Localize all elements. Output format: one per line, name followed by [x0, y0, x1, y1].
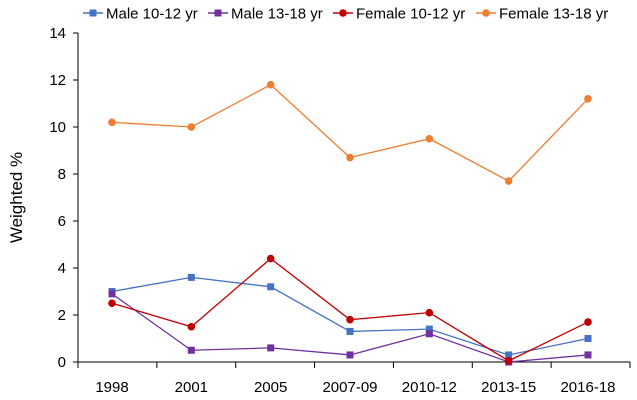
data-point — [425, 325, 433, 333]
y-tick-label: 0 — [58, 354, 66, 371]
data-point — [346, 327, 354, 335]
x-tick-label: 2005 — [254, 379, 287, 396]
data-point — [267, 344, 275, 352]
data-point — [425, 308, 434, 317]
y-axis-title: Weighted % — [7, 152, 26, 243]
legend-label: Male 13-18 yr — [231, 6, 323, 23]
data-point — [267, 283, 275, 291]
data-point — [346, 351, 354, 359]
y-tick-label: 8 — [58, 166, 66, 183]
data-point — [584, 351, 592, 359]
data-point — [187, 273, 195, 281]
legend-entry: Female 13-18 yr — [476, 6, 608, 23]
y-tick-label: 4 — [58, 260, 66, 277]
data-point — [187, 346, 195, 354]
data-point — [108, 118, 116, 127]
data-point — [584, 95, 592, 103]
data-point — [504, 177, 513, 185]
legend-label: Female 13-18 yr — [499, 6, 608, 23]
data-point — [505, 351, 513, 359]
legend-entry: Female 10-12 yr — [333, 6, 465, 23]
data-point — [346, 315, 354, 324]
data-point — [187, 123, 196, 131]
y-tick-label: 2 — [58, 307, 66, 324]
x-tick-label: 2010-12 — [402, 379, 457, 396]
data-point — [425, 330, 433, 338]
data-point — [425, 134, 434, 143]
y-tick-label: 10 — [49, 119, 66, 136]
series-female-13-18-yr — [108, 80, 592, 185]
series-male-13-18-yr — [108, 290, 592, 366]
data-point — [108, 299, 116, 308]
legend-marker — [482, 9, 490, 17]
data-point — [187, 322, 196, 331]
legend: Male 10-12 yr Male 13-18 yr Female 10-12 y… — [83, 6, 608, 23]
y-tick-label: 6 — [58, 213, 66, 230]
data-point — [504, 357, 513, 365]
x-tick-label: 2013-15 — [481, 379, 536, 396]
legend-marker — [89, 9, 97, 17]
data-point — [584, 318, 592, 326]
legend-label: Male 10-12 yr — [106, 6, 198, 23]
data-point — [346, 153, 354, 162]
data-point — [584, 335, 592, 342]
series-female-10-12-yr — [108, 254, 592, 365]
x-tick-label: 2001 — [175, 379, 208, 396]
legend-marker — [214, 9, 222, 17]
data-point — [266, 254, 275, 263]
data-point — [108, 290, 116, 298]
x-tick-label: 1998 — [95, 379, 128, 396]
series-line — [111, 83, 589, 182]
x-tick-label: 2016-18 — [560, 379, 615, 396]
x-tick-label: 2007-09 — [322, 379, 377, 396]
legend-entry: Male 13-18 yr — [208, 6, 323, 23]
legend-label: Female 10-12 yr — [356, 6, 465, 23]
y-tick-label: 12 — [49, 72, 66, 89]
legend-entry: Male 10-12 yr — [83, 6, 198, 23]
series-layer — [108, 80, 592, 366]
x-axis-ticks: 1998 2001 2005 2007-09 2010-12 2013-15 2016-18 — [77, 362, 631, 396]
series-line — [111, 257, 589, 362]
legend-marker — [339, 9, 347, 17]
data-point — [266, 80, 275, 89]
y-tick-label: 14 — [49, 25, 66, 42]
y-axis-ticks: 0 2 4 6 8 10 12 14 — [49, 25, 78, 371]
